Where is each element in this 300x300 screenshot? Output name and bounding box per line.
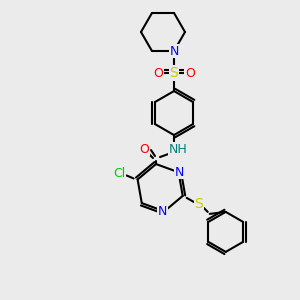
- Text: N: N: [158, 205, 167, 218]
- Text: O: O: [139, 142, 149, 156]
- Text: Cl: Cl: [113, 167, 126, 180]
- Text: S: S: [169, 66, 178, 80]
- Text: NH: NH: [169, 142, 188, 156]
- Text: S: S: [194, 197, 203, 211]
- Text: O: O: [153, 67, 163, 80]
- Text: N: N: [169, 45, 179, 58]
- Text: N: N: [175, 166, 184, 179]
- Text: O: O: [185, 67, 195, 80]
